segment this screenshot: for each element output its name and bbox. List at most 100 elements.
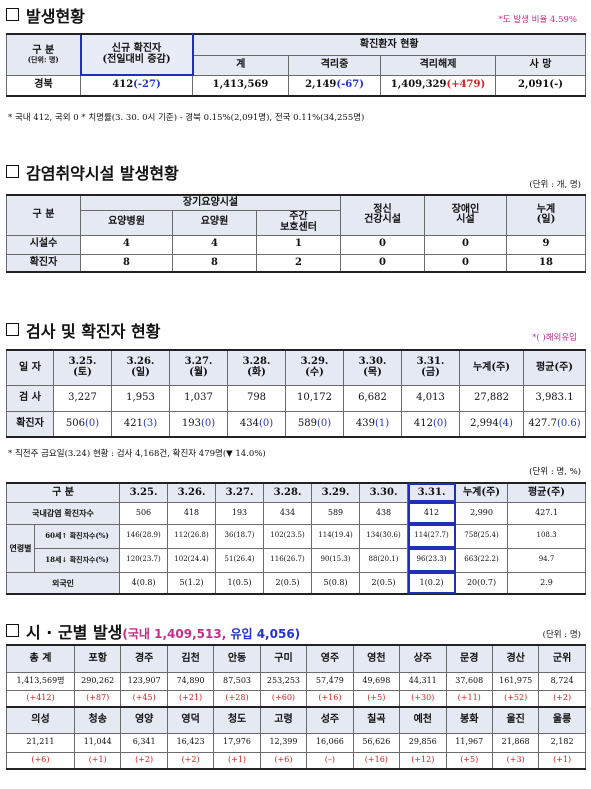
region-header: 영주 xyxy=(306,644,354,673)
region-diff: (+2) xyxy=(166,751,215,770)
cell-value: 88(20.1) xyxy=(359,547,409,573)
row-label-domestic: 국내감염 확진자수 xyxy=(5,501,121,525)
header-deaths: 사 망 xyxy=(495,54,586,76)
header-nursing-hospital: 요양병원 xyxy=(80,209,173,236)
checkbox-square-icon xyxy=(6,323,19,336)
region-diff: (+30) xyxy=(399,689,447,708)
region-value: 16,066 xyxy=(306,732,354,753)
cell-value: 412(0) xyxy=(401,410,460,438)
cell-value: 5(0.8) xyxy=(311,571,361,595)
header-longterm-care: 장기요양시설 xyxy=(80,194,341,211)
row-label-age: 연령별 xyxy=(6,523,35,573)
cell-value: 18 xyxy=(506,253,586,273)
region-diff: (+21) xyxy=(166,689,215,708)
cell-value: 589(0) xyxy=(285,410,344,438)
province-rate-note: *도 발생 비율 4.59% xyxy=(498,15,577,25)
region-value: 57,479 xyxy=(306,671,354,691)
table-row: 18세↓ 확진자수(%) 120(23.7) 102(24.4) 51(26.4… xyxy=(7,547,587,573)
tests-footnote: * 직전주 금요일(3.24) 현황 : 검사 4,168건, 확진자 479명… xyxy=(8,449,266,459)
cell-value: 4,013 xyxy=(401,384,460,412)
header-date-cell: 3.30. xyxy=(359,482,409,503)
cell-value: 193 xyxy=(215,501,265,525)
region-diff: (+2) xyxy=(120,751,168,770)
header-daycare-center: 주간 보호센터 xyxy=(256,209,341,236)
region-header: 김천 xyxy=(166,644,215,673)
cell-value: 1,037 xyxy=(169,384,228,412)
section-title-regions: 시 · 군별 발생(국내 1,409,513, 유입 4,056) xyxy=(6,619,300,643)
header-total: 계 xyxy=(192,54,289,76)
cell-value: 434(0) xyxy=(227,410,286,438)
deaths-value: 2,091(-) xyxy=(495,74,586,97)
isolating-value: 2,149(-67) xyxy=(288,74,381,97)
header-date-cell: 3.31. (금) xyxy=(401,349,460,386)
region-header: 청송 xyxy=(73,706,122,734)
region-diff: (+11) xyxy=(445,689,493,708)
regions-table: 총 계 포항 경주 김천 안동 구미 영주 영천 상주 문경 경산 군위 1,413,569명 290,… xyxy=(6,644,586,770)
cell-value: 663(22.2) xyxy=(455,547,509,573)
region-header: 포항 xyxy=(73,644,122,673)
region-header: 봉화 xyxy=(445,706,493,734)
region-diff: (+5) xyxy=(445,751,493,770)
region-header: 경주 xyxy=(120,644,168,673)
region-header: 영덕 xyxy=(166,706,215,734)
cell-value: 0 xyxy=(340,234,425,255)
region-header: 구미 xyxy=(259,644,308,673)
cell-value: 4(0.8) xyxy=(119,571,169,595)
region-header: 영천 xyxy=(352,644,401,673)
region-value: 44,311 xyxy=(399,671,447,691)
header-average: 평균(주) xyxy=(507,482,587,503)
header-date-cell: 3.29. xyxy=(311,482,361,503)
cell-value: 0 xyxy=(340,253,425,273)
overseas-note: *( )해외유입 xyxy=(532,333,577,343)
cell-value: 0 xyxy=(424,253,507,273)
cell-value: 5(1.2) xyxy=(167,571,217,595)
region-value: 1,413,569명 xyxy=(6,671,75,691)
checkbox-square-icon xyxy=(6,8,19,21)
cell-value: 2,990 xyxy=(455,501,509,525)
region-value: 37,608 xyxy=(445,671,493,691)
region-diff: (+87) xyxy=(73,689,122,708)
checkbox-square-icon xyxy=(6,624,19,637)
cell-value: 1(0.5) xyxy=(215,571,265,595)
cell-value: 20(0.7) xyxy=(455,571,509,595)
header-date-cell: 3.25. xyxy=(119,482,169,503)
cell-value: 2 xyxy=(256,253,341,273)
region-diff: (+6) xyxy=(6,751,75,770)
row-label-60plus: 60세↑ 확진자수(%) xyxy=(33,523,121,549)
released-value: 1,409,329(+479) xyxy=(380,74,496,97)
region-value: 12,399 xyxy=(259,732,308,753)
header-date-cell: 3.28. (화) xyxy=(227,349,286,386)
region-diff: (+1) xyxy=(213,751,261,770)
cell-value: 102(24.4) xyxy=(167,547,217,573)
region-value: 253,253 xyxy=(259,671,308,691)
cell-value: 9 xyxy=(506,234,586,255)
region-value: 11,044 xyxy=(73,732,122,753)
header-date-cell: 3.26. (일) xyxy=(111,349,170,386)
header-gubun: 구 분 (단위: 명) xyxy=(6,33,81,76)
region-diff: (+2) xyxy=(538,689,586,708)
region-header: 경산 xyxy=(491,644,540,673)
region-header: 상주 xyxy=(399,644,447,673)
region-header: 총 계 xyxy=(6,644,75,673)
cell-value: 146(28.9) xyxy=(119,523,169,549)
region-diff: (+52) xyxy=(491,689,540,708)
cell-value: 120(23.7) xyxy=(119,547,169,573)
region-diff: (+1) xyxy=(538,751,586,770)
cell-value: 108.3 xyxy=(507,523,587,549)
cell-value: 114(19.4) xyxy=(311,523,361,549)
cell-value: 2,994(4) xyxy=(459,410,524,438)
region-header: 울릉 xyxy=(538,706,586,734)
region-diff: (+5) xyxy=(352,689,401,708)
status-table: 구 분 (단위: 명) 신규 확진자 (전일대비 증감) 확진환자 현황 계 격리중… xyxy=(6,33,586,97)
row-label-foreigner: 외국인 xyxy=(5,571,121,595)
cell-value: 90(15.3) xyxy=(311,547,361,573)
row-label-tests: 검 사 xyxy=(6,384,54,412)
region-value: 16,423 xyxy=(166,732,215,753)
cell-value: 102(23.5) xyxy=(263,523,313,549)
header-gubun: 구 분 xyxy=(5,482,121,503)
region-value: 2,182 xyxy=(538,732,586,753)
header-cumulative: 누계 (일) xyxy=(506,194,586,236)
new-cases-value: 412(-27) xyxy=(80,74,193,97)
cell-value: 427.7(0.6) xyxy=(523,410,586,438)
header-date-cell: 3.25. (토) xyxy=(53,349,112,386)
